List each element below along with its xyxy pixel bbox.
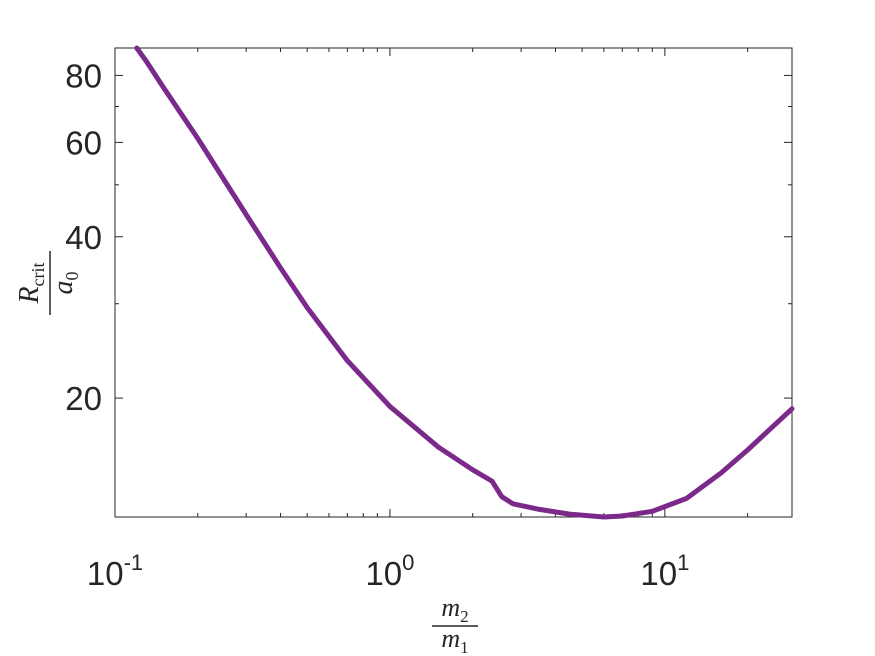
x-tick-base: 10 — [87, 555, 124, 592]
x-label-den-var: m — [441, 624, 460, 653]
x-tick-base: 10 — [640, 555, 677, 592]
y-tick-label: 20 — [65, 380, 102, 417]
x-tick-label: 10-1 — [87, 550, 143, 592]
plot-frame — [114, 47, 793, 518]
series-line-0 — [134, 45, 795, 520]
y-tick-labels: 20 40 60 80 — [65, 57, 102, 417]
y-label-num-sub: crit — [28, 262, 48, 286]
series-layer — [134, 45, 795, 520]
x-label-den-sub: 1 — [460, 638, 469, 656]
y-label-num-var: R — [14, 286, 45, 304]
x-tick-labels: 10-1 100 101 — [87, 550, 689, 592]
x-tick-base: 10 — [365, 555, 402, 592]
svg-text:a0: a0 — [48, 272, 82, 295]
x-tick-exponent: 1 — [677, 550, 689, 575]
y-tick-label: 40 — [65, 219, 102, 256]
x-label-num-sub: 2 — [460, 607, 469, 626]
x-tick-label: 100 — [365, 550, 414, 592]
plot-background — [115, 48, 792, 517]
svg-text:Rcrit: Rcrit — [14, 262, 48, 304]
y-label-den-var: a — [48, 281, 79, 295]
x-axis-label: m2 m1 — [432, 593, 478, 656]
x-tick-exponent: -1 — [124, 550, 144, 575]
x-tick-label: 101 — [640, 550, 689, 592]
svg-text:m1: m1 — [441, 624, 468, 656]
y-tick-label: 60 — [65, 124, 102, 161]
svg-text:m2: m2 — [441, 593, 468, 626]
x-label-num-var: m — [441, 593, 460, 622]
x-tick-exponent: 0 — [402, 550, 414, 575]
y-axis-label: Rcrit a0 — [14, 251, 82, 315]
y-label-den-sub: 0 — [62, 272, 82, 281]
y-tick-label: 80 — [65, 57, 102, 94]
